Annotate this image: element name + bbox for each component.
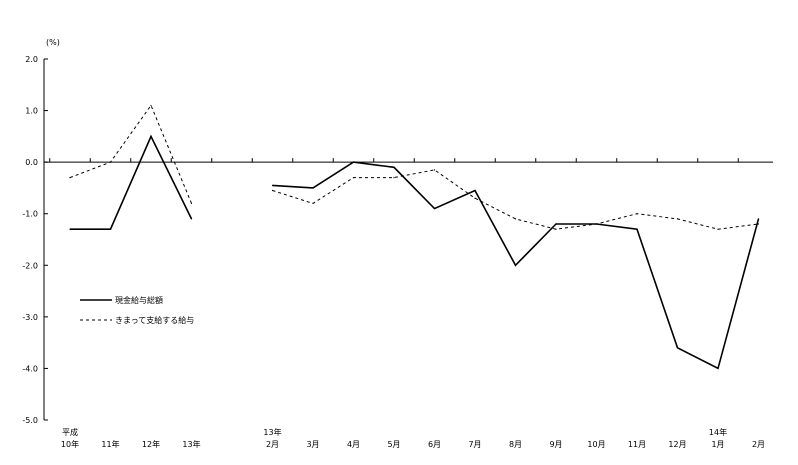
x-tick-label-top: 13年 xyxy=(263,427,281,437)
x-tick-label: 8月 xyxy=(509,440,522,449)
data-point xyxy=(312,202,314,204)
y-tick-label: 0.0 xyxy=(25,158,38,167)
data-point xyxy=(514,218,517,220)
x-tick-label: 1月 xyxy=(711,440,724,449)
x-tick-label: 2月 xyxy=(752,440,765,449)
x-tick-label: 10月 xyxy=(587,440,605,449)
series-layer xyxy=(69,104,760,370)
series-line xyxy=(70,134,193,230)
data-point xyxy=(150,135,152,137)
data-point xyxy=(352,161,355,163)
y-tick-label: 1.0 xyxy=(25,107,38,116)
legend-label-scheduled-earnings: きまって支給する給与 xyxy=(115,315,194,325)
data-point xyxy=(433,169,436,171)
x-tick-label: 4月 xyxy=(347,440,360,449)
legend: 現金給与総額 きまって支給する給与 xyxy=(80,295,194,325)
data-point xyxy=(312,187,314,189)
data-point xyxy=(393,166,395,168)
data-point xyxy=(636,213,638,215)
x-tick-label-top: 平成 xyxy=(62,427,78,437)
series-line xyxy=(69,104,192,204)
y-tick-label: -2.0 xyxy=(22,261,38,270)
x-tick-label: 12年 xyxy=(142,439,160,449)
data-point xyxy=(474,197,476,199)
x-tick-label: 11年 xyxy=(101,439,119,449)
series-1 xyxy=(69,104,760,230)
y-tick-label: -3.0 xyxy=(22,313,38,322)
data-point xyxy=(271,189,274,192)
x-tick-label-top: 14年 xyxy=(709,427,727,437)
data-point xyxy=(555,223,557,225)
x-tick-label: 9月 xyxy=(549,440,562,449)
data-point xyxy=(150,104,152,107)
data-point xyxy=(676,347,679,349)
data-point xyxy=(676,218,679,220)
data-point xyxy=(69,228,71,230)
y-tick-label: 2.0 xyxy=(25,55,38,64)
data-point xyxy=(474,189,476,192)
data-point xyxy=(190,202,193,204)
x-tick-label: 2月 xyxy=(266,440,279,449)
y-unit-label: (%) xyxy=(46,38,60,47)
y-axis: 2.0 1.0 0.0 -1.0 -2.0 -3.0 -4.0 -5.0 xyxy=(22,55,48,425)
y-tick-label: -1.0 xyxy=(22,210,38,219)
data-point xyxy=(757,223,760,225)
data-point xyxy=(555,228,557,230)
data-point xyxy=(636,228,638,230)
data-point xyxy=(717,228,719,230)
x-tick-label: 13年 xyxy=(182,439,200,449)
series-0 xyxy=(69,134,760,370)
x-tick-label: 3月 xyxy=(306,440,319,449)
data-point xyxy=(514,264,517,266)
x-tick-label: 10年 xyxy=(61,439,79,449)
data-point xyxy=(69,177,71,179)
x-tick-label: 11月 xyxy=(628,440,646,449)
y-tick-label: -4.0 xyxy=(22,364,38,373)
series-line xyxy=(272,169,759,230)
data-point xyxy=(190,218,193,220)
data-point xyxy=(433,207,436,210)
data-point xyxy=(109,228,112,230)
x-tick-label: 12月 xyxy=(668,440,686,449)
data-point xyxy=(271,184,274,186)
data-point xyxy=(352,177,355,179)
x-tick-label: 6月 xyxy=(428,440,441,449)
data-point xyxy=(595,223,598,225)
x-axis: 平成 10年 11年 12年 13年 13年 2月 3月 4月 5月 6月 7月 8月 9月 10月 11月 1… xyxy=(44,158,773,449)
y-tick-label: -5.0 xyxy=(22,416,38,425)
data-point xyxy=(393,177,395,179)
data-point xyxy=(717,367,719,370)
legend-label-total-cash-earnings: 現金給与総額 xyxy=(115,295,163,305)
x-tick-label: 7月 xyxy=(468,440,481,449)
data-point xyxy=(757,218,760,220)
x-tick-label: 5月 xyxy=(387,440,400,449)
data-point xyxy=(109,161,112,163)
